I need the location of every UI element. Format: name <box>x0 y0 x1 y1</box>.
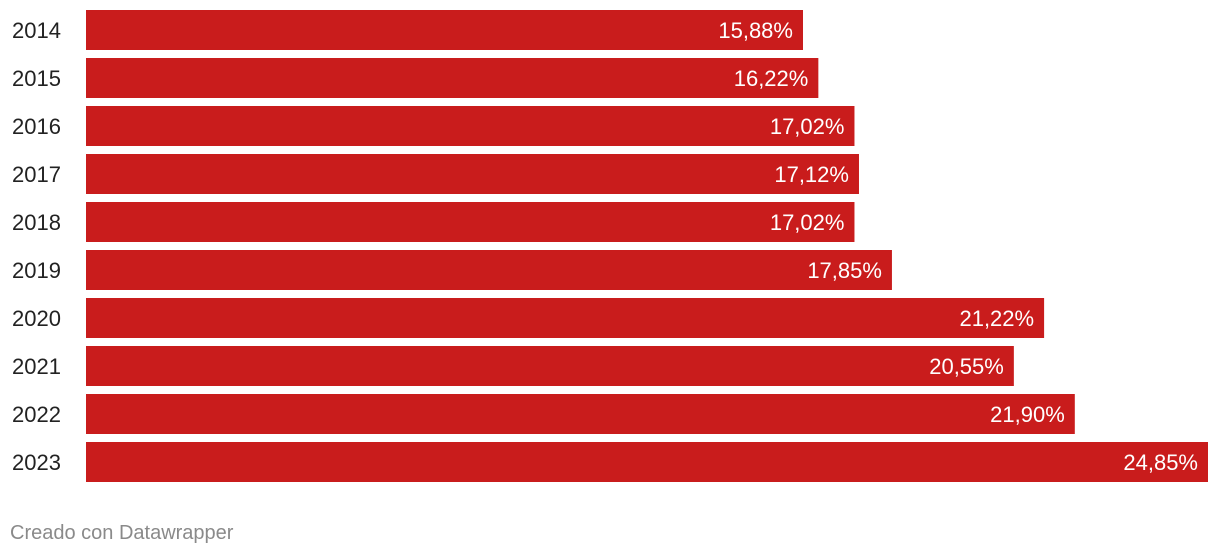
bar-2016 <box>86 106 855 146</box>
category-label-2018: 2018 <box>12 210 61 235</box>
footer-credit: Creado con Datawrapper <box>10 522 234 544</box>
category-label-2017: 2017 <box>12 162 61 187</box>
value-label-2019: 17,85% <box>807 258 882 283</box>
bar-2014 <box>86 10 803 50</box>
bar-chart: 2014 15,88% 2015 16,22% 2016 17,02% 2017 17,12%… <box>12 10 1208 482</box>
value-label-2020: 21,22% <box>959 306 1034 331</box>
value-label-2015: 16,22% <box>734 66 809 91</box>
bar-2017 <box>86 154 859 194</box>
bar-2023 <box>86 442 1208 482</box>
category-label-2019: 2019 <box>12 258 61 283</box>
category-label-2014: 2014 <box>12 18 61 43</box>
category-label-2015: 2015 <box>12 66 61 91</box>
category-label-2020: 2020 <box>12 306 61 331</box>
value-label-2016: 17,02% <box>770 114 845 139</box>
value-label-2017: 17,12% <box>774 162 849 187</box>
value-label-2021: 20,55% <box>929 354 1004 379</box>
bar-2021 <box>86 346 1014 386</box>
value-label-2018: 17,02% <box>770 210 845 235</box>
value-label-2022: 21,90% <box>990 402 1065 427</box>
category-label-2023: 2023 <box>12 450 61 475</box>
value-label-2014: 15,88% <box>718 18 793 43</box>
category-label-2022: 2022 <box>12 402 61 427</box>
bar-2018 <box>86 202 855 242</box>
bar-2022 <box>86 394 1075 434</box>
category-label-2021: 2021 <box>12 354 61 379</box>
bar-2020 <box>86 298 1045 338</box>
bar-2019 <box>86 250 892 290</box>
bar-2015 <box>86 58 819 98</box>
value-label-2023: 24,85% <box>1123 450 1198 475</box>
category-label-2016: 2016 <box>12 114 61 139</box>
